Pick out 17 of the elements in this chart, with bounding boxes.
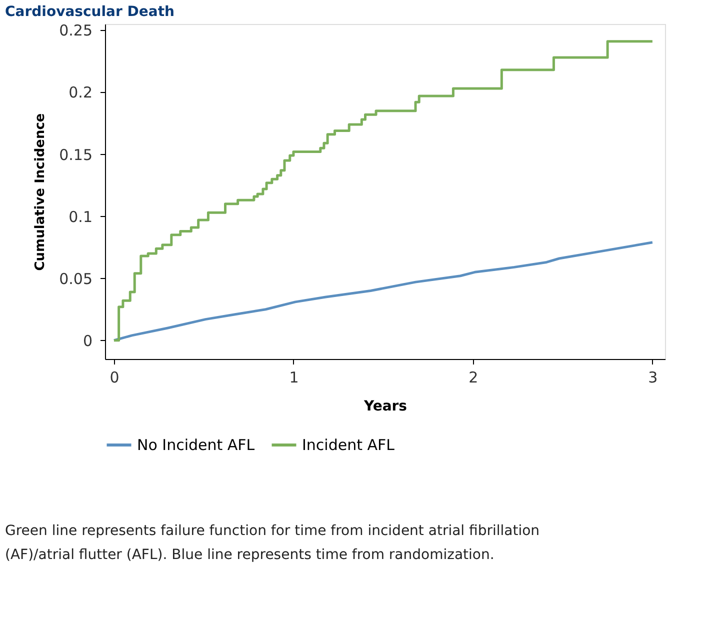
legend-label: Incident AFL [302,436,396,454]
y-axis-title: Cumulative Incidence [33,113,48,271]
y-tick-label: 0.1 [68,208,92,226]
y-tick-label: 0.05 [59,270,92,288]
x-tick-label: 3 [648,368,658,386]
text: Green line represents failure function for time from incident atrial fibrillation (AF)/atrial flutter (AFL). Blue line represents time from randomization. [5,523,540,563]
x-tick-label: 2 [468,368,478,386]
chart-title: Cardiovascular Death [5,4,174,20]
x-tick-label: 1 [289,368,299,386]
y-tick-label: 0 [82,332,92,350]
y-tick-label: 0.25 [59,22,92,40]
x-tick-label: 0 [110,368,120,386]
x-axis-title: Years [362,398,408,414]
y-tick-label: 0.2 [68,84,92,102]
legend-label: No Incident AFL [137,436,256,454]
line-series [112,241,654,342]
y-tick-label: 0.15 [59,146,92,164]
